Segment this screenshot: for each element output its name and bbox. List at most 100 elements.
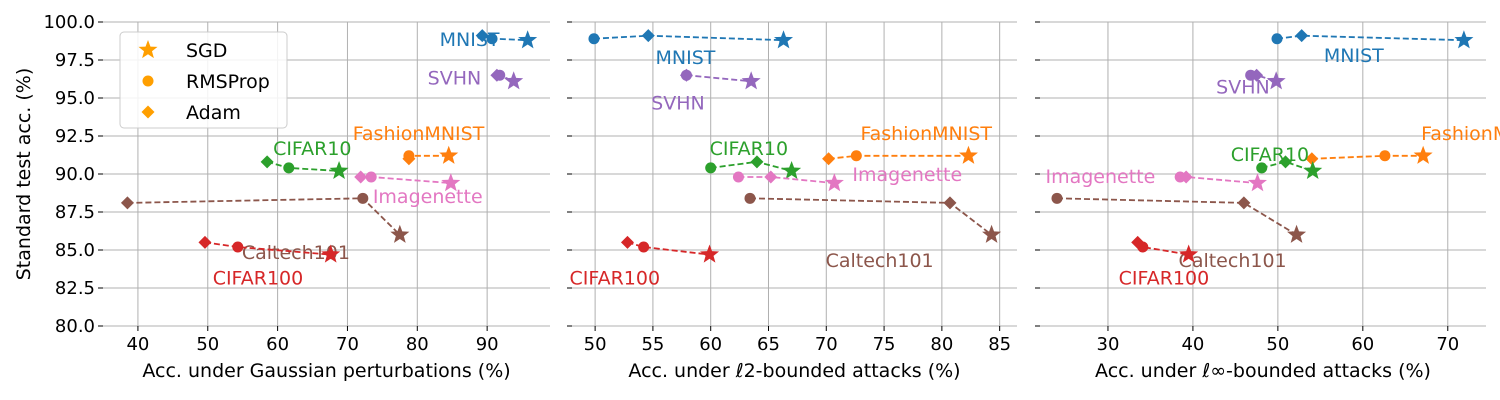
legend-label: SGD xyxy=(186,40,227,62)
series-cifar10: CIFAR10 xyxy=(260,138,352,180)
series-label: CIFAR10 xyxy=(710,138,788,160)
adam-point xyxy=(641,29,655,43)
y-tick-label: 97.5 xyxy=(55,50,95,71)
legend-diamond-marker xyxy=(141,105,155,119)
series-connector-line xyxy=(1311,154,1424,160)
x-tick-label: 50 xyxy=(584,334,607,355)
x-tick-label: 30 xyxy=(1097,334,1120,355)
adam-point xyxy=(1131,235,1145,249)
rmsprop-point xyxy=(486,33,498,45)
adam-point xyxy=(1250,68,1264,82)
rmsprop-point xyxy=(638,241,650,253)
sgd-point xyxy=(824,173,844,192)
x-axis-label: Acc. under ℓ2-bounded attacks (%) xyxy=(628,360,960,382)
adam-point xyxy=(1179,170,1193,184)
sgd-point xyxy=(1179,244,1199,263)
series-label: SVHN xyxy=(428,67,482,89)
series-fashionmnist: FashionMNIST xyxy=(822,123,992,166)
series-cifar10: CIFAR10 xyxy=(705,138,802,180)
series-label: Imagenette xyxy=(373,186,483,208)
sgd-point xyxy=(390,224,410,243)
series-label: MNIST xyxy=(1324,45,1384,67)
panel-1: 40 50 60 70 80 90 100.0 97.5 95.0 92.5 90.0 87.5 85.… xyxy=(43,12,550,382)
series-label: FashionMNIST xyxy=(353,123,485,145)
series-label: MNIST xyxy=(656,47,716,69)
x-tick-label: 70 xyxy=(815,334,838,355)
x-tick-label: 50 xyxy=(1266,334,1289,355)
series-connector-line xyxy=(593,34,784,42)
rmsprop-point xyxy=(850,150,862,162)
sgd-point xyxy=(1287,224,1307,243)
series-cifar100: CIFAR100 xyxy=(1119,235,1210,290)
legend-star-marker xyxy=(138,40,158,59)
series-label: SVHN xyxy=(651,92,705,114)
adam-point xyxy=(943,196,957,210)
legend-frame xyxy=(119,31,288,129)
y-tick-label: 87.5 xyxy=(55,202,95,223)
series-cifar100: CIFAR100 xyxy=(570,235,720,290)
series-label: Caltech101 xyxy=(1179,250,1287,272)
series-caltech101: Caltech101 xyxy=(1051,192,1307,272)
x-tick-label: 80 xyxy=(930,334,953,355)
series-caltech101: Caltech101 xyxy=(120,192,410,264)
series-label: FashionMNIST xyxy=(860,123,992,145)
series-fashionmnist: FashionMNIST xyxy=(1305,123,1500,166)
series-imagenette: Imagenette xyxy=(1045,166,1267,192)
legend-circle-marker xyxy=(142,75,154,87)
series-connector-line xyxy=(127,197,401,236)
series-connector-line xyxy=(686,74,752,83)
sgd-point xyxy=(958,145,978,164)
series-label: Caltech101 xyxy=(826,250,934,272)
legend-label: RMSProp xyxy=(186,71,270,93)
sgd-point xyxy=(741,71,761,90)
series-label: Imagenette xyxy=(1045,166,1155,188)
rmsprop-point xyxy=(1379,150,1391,162)
x-tick-label: 70 xyxy=(336,334,359,355)
x-tick-label: 55 xyxy=(641,334,664,355)
rmsprop-point xyxy=(1051,192,1063,204)
x-tick-label: 70 xyxy=(1436,334,1459,355)
adam-point xyxy=(620,235,634,249)
y-axis-label: Standard test acc. (%) xyxy=(13,68,35,281)
series-connector-line xyxy=(204,241,331,256)
x-tick-label: 85 xyxy=(988,334,1011,355)
sgd-point xyxy=(441,173,461,192)
panel-2: 50 55 60 65 70 75 80 85 Acc. under ℓ2-bounded at… xyxy=(567,21,1017,382)
x-tick-label: 65 xyxy=(757,334,780,355)
legend-label: Adam xyxy=(186,102,241,124)
adam-point xyxy=(1279,155,1293,169)
series-mnist: MNIST xyxy=(588,29,794,69)
adam-point xyxy=(354,170,368,184)
series-imagenette: Imagenette xyxy=(732,164,962,192)
sgd-point xyxy=(518,30,538,49)
series-label: MNIST xyxy=(440,29,500,51)
series-label: CIFAR100 xyxy=(213,268,304,290)
series-imagenette: Imagenette xyxy=(354,170,483,208)
rmsprop-point xyxy=(1256,162,1268,174)
adam-point xyxy=(1305,152,1319,166)
sgd-point xyxy=(504,71,524,90)
y-tick-label: 80.0 xyxy=(55,316,95,337)
y-tick-label: 95.0 xyxy=(55,88,95,109)
panels: 40 50 60 70 80 90 100.0 97.5 95.0 92.5 90.0 87.5 85.… xyxy=(43,12,1500,382)
series-label: CIFAR100 xyxy=(1119,268,1210,290)
y-tick-label: 82.5 xyxy=(55,278,95,299)
adam-point xyxy=(260,155,274,169)
sgd-point xyxy=(700,244,720,263)
rmsprop-point xyxy=(588,33,600,45)
series-caltech101: Caltech101 xyxy=(744,192,1002,272)
adam-point xyxy=(750,155,764,169)
series-label: CIFAR100 xyxy=(570,268,661,290)
series-label: FashionMNIST xyxy=(1421,123,1500,145)
adam-point xyxy=(1295,29,1309,43)
x-tick-label: 90 xyxy=(476,334,499,355)
series-connector-line xyxy=(710,160,792,172)
y-tick-label: 92.5 xyxy=(55,126,95,147)
adam-point xyxy=(120,196,134,210)
x-tick-label: 60 xyxy=(266,334,289,355)
sgd-point xyxy=(774,30,794,49)
sgd-point xyxy=(1454,30,1474,49)
sgd-point xyxy=(1247,173,1267,192)
series-connector-line xyxy=(828,154,969,160)
